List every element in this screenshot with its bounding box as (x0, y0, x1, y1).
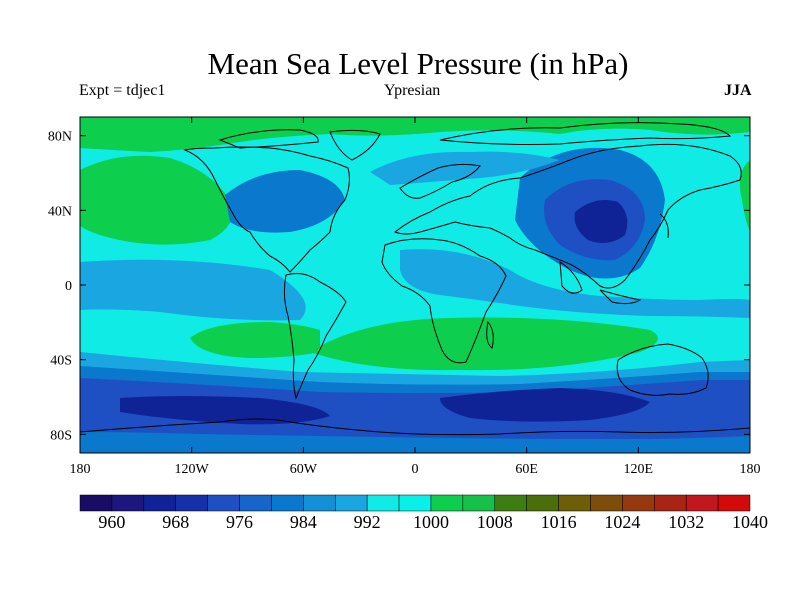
colorbar-swatch (462, 494, 496, 512)
africa-south-asia-band (400, 249, 750, 318)
southern-ocean-core-west (120, 396, 330, 425)
y-tick-label: 80S (50, 428, 72, 443)
colorbar-swatch (111, 494, 145, 512)
x-tick-label: 120E (624, 462, 654, 477)
colorbar-label: 1024 (604, 512, 640, 532)
south-america-coast (283, 273, 347, 400)
japan-coast (659, 213, 669, 239)
colorbar-label: 1016 (541, 512, 577, 532)
x-tick-label: 0 (412, 462, 419, 477)
australia-coast (616, 343, 709, 396)
colorbar (79, 494, 751, 512)
tropical-band (80, 259, 306, 321)
colorbar-label: 984 (290, 512, 317, 532)
colorbar-swatch (303, 494, 336, 512)
colorbar-swatch (622, 494, 655, 512)
africa-coast (381, 238, 507, 364)
pressure-field (80, 117, 750, 453)
colorbar-swatch (143, 494, 176, 512)
x-tick-label: 60E (515, 462, 538, 477)
southeast-asia-coast (599, 289, 642, 305)
eurasia-pressure-band (370, 151, 560, 185)
colorbar-label: 1000 (413, 512, 449, 532)
north-pacific-high-east (739, 160, 750, 232)
colorbar-swatch (654, 494, 687, 512)
colorbar-label: 1008 (477, 512, 513, 532)
colorbar-swatch (398, 494, 432, 512)
y-tick-label: 40S (50, 354, 72, 369)
colorbar-label: 1032 (668, 512, 704, 532)
colorbar-swatch (430, 494, 464, 512)
season-label: JJA (724, 82, 752, 99)
southern-subtropical-high-east (310, 317, 658, 371)
colorbar-swatch (526, 494, 559, 512)
map-title: Mean Sea Level Pressure (in hPa) (207, 46, 629, 81)
arctic-north-coast (439, 122, 732, 145)
colorbar-swatch (494, 494, 527, 512)
india-coast (559, 261, 583, 294)
y-tick-label: 80N (48, 130, 72, 145)
colorbar-label: 960 (98, 512, 125, 532)
eurasia-coast (394, 143, 742, 289)
colorbar-label: 1040 (732, 512, 768, 532)
colorbar-swatch (239, 494, 272, 512)
asian-low-core (574, 199, 628, 244)
experiment-label: Expt = tdjec1 (79, 82, 166, 99)
y-tick-label: 0 (65, 279, 72, 294)
colorbar-swatch (717, 494, 751, 512)
colorbar-swatch (558, 494, 591, 512)
y-tick-label: 40N (48, 204, 72, 219)
colorbar-swatch (79, 494, 113, 512)
colorbar-label: 968 (162, 512, 189, 532)
north-america-low (225, 170, 345, 233)
x-tick-label: 180 (740, 462, 761, 477)
colorbar-label: 976 (226, 512, 253, 532)
colorbar-swatch (175, 494, 208, 512)
colorbar-swatch (590, 494, 623, 512)
x-tick-label: 60W (290, 462, 318, 477)
colorbar-labels: 960 968 976 984 992 1000 1008 1016 1024 1032 1040 (98, 512, 768, 532)
y-axis: 80N 40N 0 40S 80S (48, 130, 750, 443)
europe-peninsulas-coast (399, 163, 481, 199)
colorbar-swatch (271, 494, 304, 512)
coastlines (80, 122, 750, 436)
antarctica-coast (80, 418, 750, 436)
southern-subtropical-high (190, 322, 320, 358)
north-america-coast (183, 146, 350, 273)
colorbar-swatch (685, 494, 719, 512)
southern-ocean-core-east (440, 388, 650, 422)
x-tick-label: 120W (175, 462, 210, 477)
colorbar-swatch (334, 494, 368, 512)
colorbar-swatch (366, 494, 400, 512)
colorbar-swatch (207, 494, 240, 512)
madagascar-coast (486, 320, 494, 349)
arctic-islands-coast (218, 129, 319, 149)
x-axis: 180 120W 60W 0 60E 120E 180 (70, 117, 761, 477)
greenland-coast (329, 129, 381, 161)
period-label: Ypresian (384, 82, 441, 99)
antarctic-band (80, 436, 750, 453)
north-pacific-high (80, 155, 233, 245)
colorbar-label: 992 (354, 512, 381, 532)
x-tick-label: 180 (70, 462, 91, 477)
